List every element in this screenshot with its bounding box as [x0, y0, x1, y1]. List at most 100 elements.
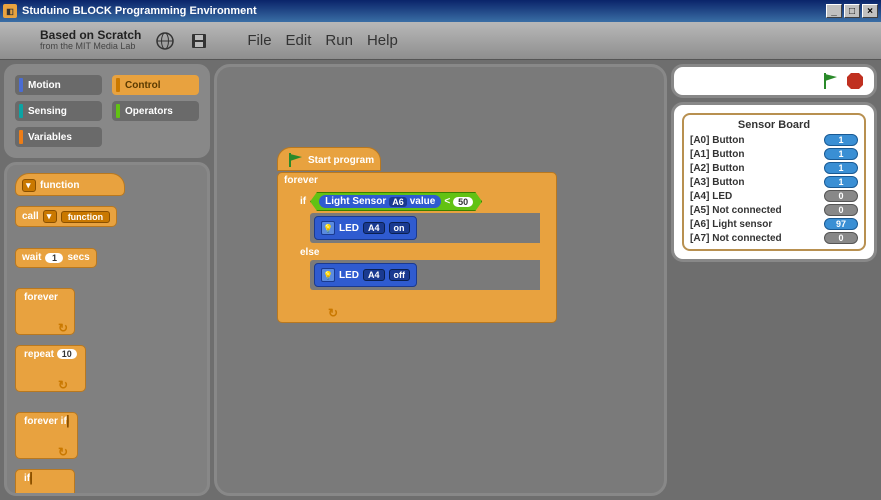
category-control[interactable]: Control [112, 75, 199, 95]
sensor-reporter-value-word: value [410, 196, 436, 207]
category-motion[interactable]: Motion [15, 75, 102, 95]
sensor-row-label: [A3] Button [690, 177, 744, 188]
category-panel: Motion Control Sensing Operators Variabl… [4, 64, 210, 158]
sensor-row-value: 1 [824, 176, 858, 188]
sensor-row-value: 1 [824, 148, 858, 160]
condition-operator: < [444, 196, 450, 207]
palette-call-label: call [22, 211, 39, 222]
palette-if-label: if [24, 473, 30, 484]
category-operators-label: Operators [125, 106, 173, 117]
palette-forever[interactable]: forever ↻ [15, 288, 75, 335]
script-forever-label: forever [284, 175, 318, 186]
script-else-label: else [300, 247, 319, 258]
sensor-row: [A0] Button 1 [690, 133, 858, 147]
condition-threshold[interactable]: 50 [453, 197, 473, 207]
sensor-row: [A3] Button 1 [690, 175, 858, 189]
category-variables-label: Variables [28, 132, 72, 143]
script-area[interactable]: Start program forever if Light Sensor A6… [214, 64, 667, 496]
menu-edit[interactable]: Edit [286, 32, 312, 49]
menu-file[interactable]: File [247, 32, 271, 49]
palette-forever-if[interactable]: forever if ↻ [15, 412, 78, 459]
sensor-board-title: Sensor Board [690, 119, 858, 131]
category-motion-label: Motion [28, 80, 61, 91]
loop-arrow-icon: ↻ [328, 306, 338, 320]
loop-arrow-icon: ↻ [58, 321, 68, 335]
close-button[interactable]: × [862, 4, 878, 18]
block-palette: ▾ function call ▾ function wait 1 secs f… [4, 162, 210, 496]
sensor-row-label: [A6] Light sensor [690, 219, 772, 230]
main-area: Motion Control Sensing Operators Variabl… [0, 60, 881, 500]
sensor-board-panel: Sensor Board [A0] Button 1 [A1] Button 1 [A2… [671, 102, 877, 262]
sensor-row-label: [A2] Button [690, 163, 744, 174]
sensor-row-label: [A5] Not connected [690, 205, 782, 216]
palette-wait-unit: secs [67, 252, 89, 263]
sensor-reporter-label: Light Sensor [325, 196, 386, 207]
menu-run[interactable]: Run [325, 32, 353, 49]
script-if-label: if [300, 196, 306, 207]
category-sensing[interactable]: Sensing [15, 101, 102, 121]
left-column: Motion Control Sensing Operators Variabl… [4, 64, 210, 496]
loop-arrow-icon: ↻ [58, 445, 68, 459]
sensor-row: [A1] Button 1 [690, 147, 858, 161]
palette-repeat[interactable]: repeat 10 ↻ [15, 345, 86, 392]
script-led-on-block[interactable]: 💡 LED A4 on [314, 216, 417, 240]
minimize-button[interactable]: _ [826, 4, 842, 18]
led-on-port[interactable]: A4 [363, 222, 385, 234]
palette-if[interactable]: if [15, 469, 75, 497]
loop-arrow-icon: ↻ [58, 378, 68, 392]
window-title: Studuino BLOCK Programming Environment [22, 5, 257, 17]
dropdown-icon[interactable]: ▾ [43, 210, 57, 223]
dropdown-icon[interactable]: ▾ [22, 179, 36, 192]
led-icon: 💡 [321, 221, 335, 235]
run-controls [671, 64, 877, 98]
category-control-label: Control [125, 80, 161, 91]
brand-line2: from the MIT Media Lab [40, 42, 141, 52]
brand: Based on Scratch from the MIT Media Lab [40, 29, 141, 52]
sensor-reporter[interactable]: Light Sensor A6 value [319, 195, 441, 208]
sensor-row-value: 1 [824, 134, 858, 146]
maximize-button[interactable]: □ [844, 4, 860, 18]
script-hat-label: Start program [308, 155, 374, 166]
palette-function-def[interactable]: ▾ function [15, 173, 125, 196]
sensor-row-label: [A0] Button [690, 135, 744, 146]
green-flag-icon [288, 153, 304, 167]
led-off-port[interactable]: A4 [363, 269, 385, 281]
stop-button[interactable] [846, 72, 864, 90]
sensor-row-value: 1 [824, 162, 858, 174]
sensor-reporter-port[interactable]: A6 [389, 197, 407, 207]
sensor-row: [A6] Light sensor 97 [690, 217, 858, 231]
hex-slot[interactable] [67, 415, 69, 428]
user-script[interactable]: Start program forever if Light Sensor A6… [277, 147, 557, 323]
script-led-off-block[interactable]: 💡 LED A4 off [314, 263, 417, 287]
led-on-state[interactable]: on [389, 222, 410, 234]
sensor-row-value: 0 [824, 232, 858, 244]
palette-repeat-val[interactable]: 10 [57, 349, 77, 359]
script-hat-start[interactable]: Start program [277, 147, 381, 171]
sensor-row: [A7] Not connected0 [690, 231, 858, 245]
sensor-row-value: 0 [824, 190, 858, 202]
sensor-row-value: 0 [824, 204, 858, 216]
palette-repeat-label: repeat [24, 349, 54, 360]
go-button[interactable] [822, 72, 840, 90]
menu-help[interactable]: Help [367, 32, 398, 49]
script-condition[interactable]: Light Sensor A6 value < 50 [310, 192, 482, 211]
right-column: Sensor Board [A0] Button 1 [A1] Button 1 [A2… [671, 64, 877, 496]
sensor-row-label: [A1] Button [690, 149, 744, 160]
palette-wait-val[interactable]: 1 [45, 253, 63, 263]
palette-call[interactable]: call ▾ function [15, 206, 117, 227]
globe-icon[interactable] [155, 31, 175, 51]
led-off-state[interactable]: off [389, 269, 411, 281]
sensor-row-value: 97 [824, 218, 858, 230]
palette-wait[interactable]: wait 1 secs [15, 248, 97, 268]
led-on-label: LED [339, 223, 359, 234]
palette-forever-label: forever [24, 292, 58, 303]
script-forever[interactable]: forever if Light Sensor A6 value < 50 [277, 172, 557, 323]
save-icon[interactable] [189, 31, 209, 51]
sensor-row: [A4] LED0 [690, 189, 858, 203]
category-variables[interactable]: Variables [15, 127, 102, 147]
palette-call-arg[interactable]: function [61, 211, 111, 223]
led-icon: 💡 [321, 268, 335, 282]
sensor-row: [A5] Not connected 0 [690, 203, 858, 217]
category-operators[interactable]: Operators [112, 101, 199, 121]
hex-slot[interactable] [30, 472, 32, 485]
